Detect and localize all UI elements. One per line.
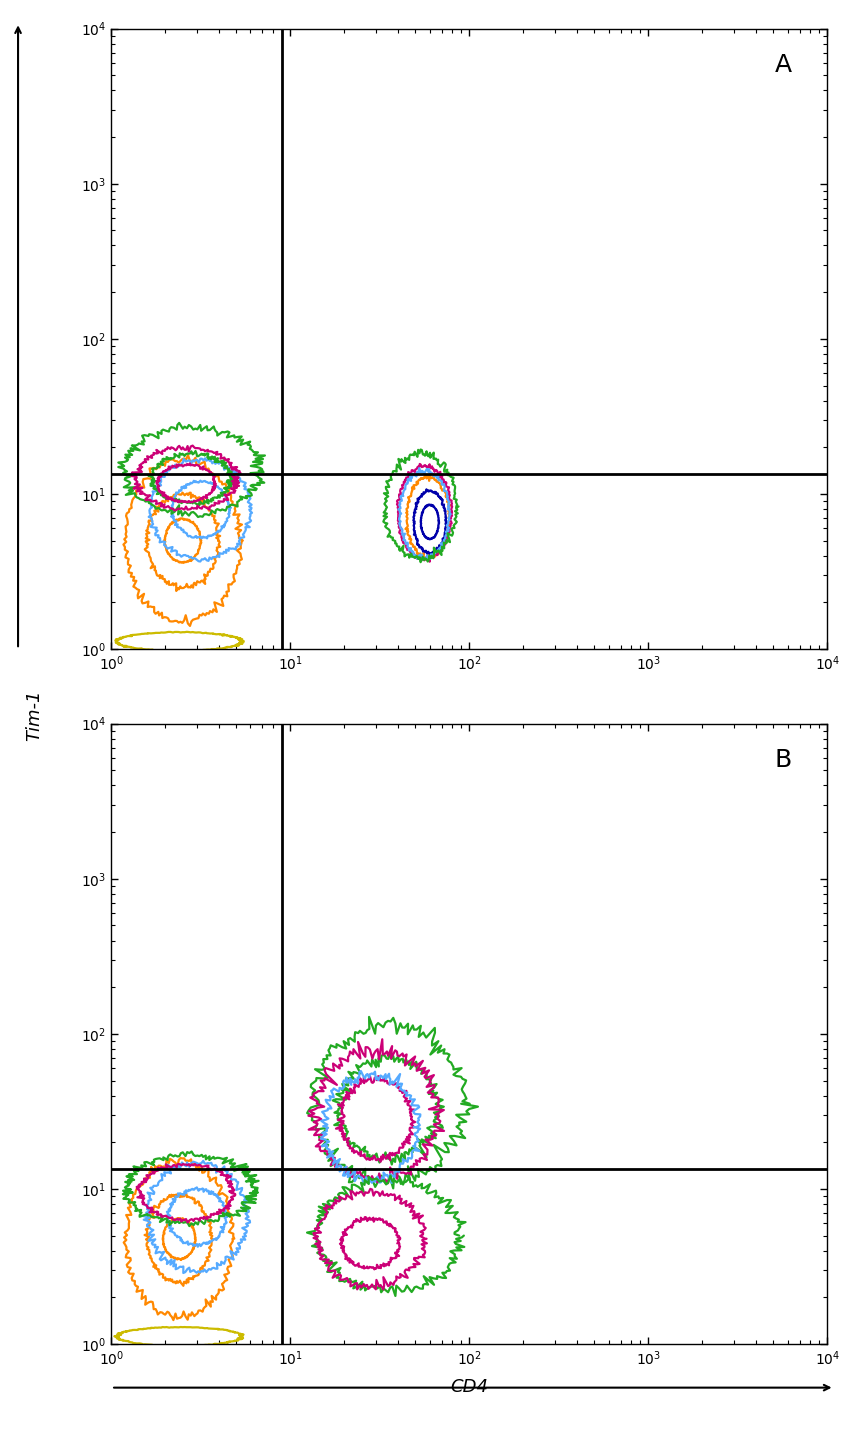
Text: CD4: CD4: [451, 1379, 488, 1396]
Text: Tim-1: Tim-1: [25, 689, 44, 741]
Text: A: A: [775, 53, 792, 77]
Text: B: B: [775, 748, 792, 772]
